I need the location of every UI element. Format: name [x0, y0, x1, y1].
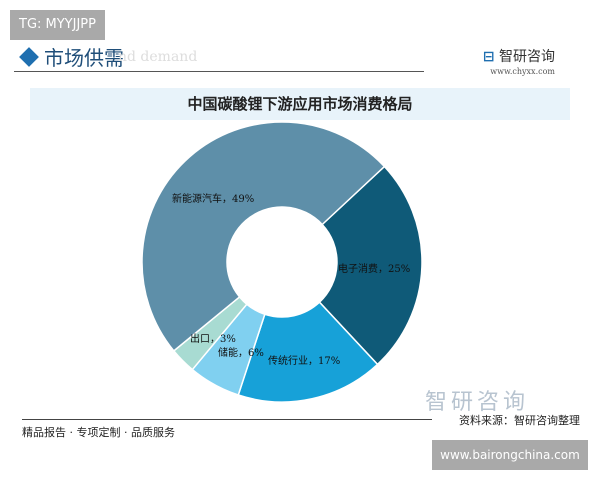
slice-label: 新能源汽车，49%	[172, 192, 254, 205]
brand-watermark: 智研咨询	[425, 390, 530, 415]
slice-label: 储能，6%	[218, 346, 264, 359]
site-tag: www.bairongchina.com	[432, 440, 588, 470]
divider	[14, 71, 424, 72]
section-subtitle: nd demand	[118, 48, 198, 65]
slice-4	[141, 121, 386, 352]
brand-name: 智研咨询	[499, 49, 555, 65]
logo-icon: ⊟	[482, 49, 495, 65]
slice-label: 出口，3%	[190, 332, 236, 345]
brand-url: www.chyxx.com	[490, 67, 555, 76]
footer-divider	[22, 419, 432, 420]
source-note: 资料来源：智研咨询整理	[459, 414, 580, 427]
slice-0	[318, 165, 423, 366]
brand-logo: ⊟ 智研咨询	[483, 46, 555, 66]
footer-slogan: 精品报告 · 专项定制 · 品质服务	[22, 426, 175, 439]
section-title: 市场供需	[44, 46, 124, 70]
section-header: 市场供需 nd demand	[19, 42, 198, 71]
chart-title: 中国碳酸锂下游应用市场消费格局	[30, 88, 570, 120]
slice-label: 传统行业，17%	[268, 354, 340, 367]
slice-label: 电子消费，25%	[338, 262, 410, 275]
watermark-tag: TG: MYYJJPP	[10, 10, 105, 40]
slice-1	[237, 301, 379, 403]
